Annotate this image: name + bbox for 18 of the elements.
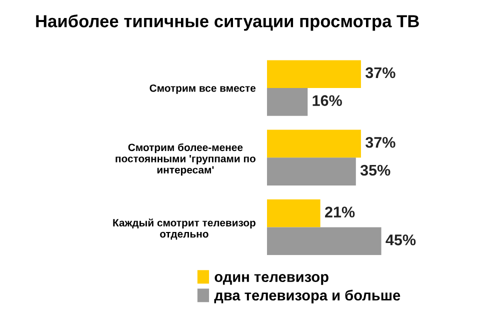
legend-label: один телевизор [214, 274, 328, 285]
data-label: 45% [386, 234, 416, 246]
bar [267, 60, 361, 88]
data-label: 21% [325, 206, 355, 218]
y-tick-label: Каждый смотрит телевизор отдельно [113, 218, 256, 240]
chart-title: Наиболее типичные ситуации просмотра ТВ [36, 14, 419, 31]
bar [267, 158, 356, 186]
legend-label: два телевизора и больше [214, 290, 400, 304]
bar [267, 88, 308, 116]
bar [267, 130, 361, 158]
bar [267, 199, 320, 228]
data-label: 16% [312, 95, 342, 106]
data-label: 35% [360, 164, 390, 176]
data-label: 37% [365, 136, 396, 148]
y-tick-label: Смотрим более-менее постоянными 'группами по интересам' [116, 143, 256, 176]
bar [267, 227, 382, 256]
y-tick-label: Смотрим все вместе [150, 84, 256, 94]
data-label: 37% [365, 67, 396, 78]
